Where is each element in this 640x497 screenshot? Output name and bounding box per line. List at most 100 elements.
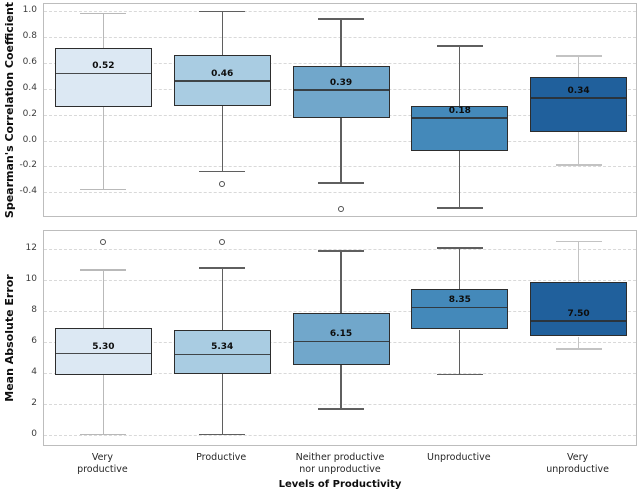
whisker-cap (436, 206, 483, 209)
whisker-line (102, 270, 105, 328)
whisker-line (340, 250, 342, 313)
gridline (44, 11, 636, 13)
whisker-cap (436, 246, 483, 249)
y-tick-label: 8 (31, 305, 37, 315)
mean-value-label: 0.18 (448, 105, 471, 116)
gridline (44, 311, 636, 312)
box (530, 281, 628, 337)
y-tick-label: 0.8 (22, 31, 37, 42)
mean-value-label: 0.39 (329, 78, 353, 89)
whisker-cap (318, 182, 364, 184)
whisker-line (340, 117, 342, 184)
box (54, 327, 152, 375)
median-line (54, 72, 152, 75)
y-tick-label: 0.0 (22, 134, 37, 145)
whisker-line (459, 247, 461, 289)
mean-value-label: 0.52 (92, 61, 115, 72)
gridline (44, 192, 636, 194)
outlier-point (338, 206, 344, 212)
y-tick-label: 0.6 (22, 57, 37, 67)
box (411, 105, 509, 151)
median-line (530, 97, 628, 99)
whisker-cap (199, 10, 246, 13)
whisker-line (459, 150, 461, 208)
gridline (44, 434, 636, 436)
x-tick-label: Very productive (77, 452, 128, 475)
y-tick-label: 2 (31, 397, 37, 408)
mean-value-label: 0.34 (567, 85, 590, 96)
median-line (173, 353, 271, 355)
y-tick-label: 12 (25, 243, 37, 254)
whisker-line (577, 55, 580, 78)
whisker-line (577, 241, 580, 282)
median-line (54, 352, 152, 355)
x-tick-label: Unproductive (426, 452, 491, 463)
whisker-line (221, 267, 223, 330)
box (173, 329, 271, 375)
spearman-correlation-boxplot: 0.52 0.46 0.39 0.18 0.34 (43, 3, 637, 217)
whisker-cap (318, 18, 364, 20)
whisker-cap (436, 45, 483, 48)
y-tick-label: -0.4 (19, 186, 37, 197)
median-line (530, 320, 628, 322)
whisker-line (221, 374, 223, 435)
whisker-line (340, 19, 342, 67)
y-tick-label: 0 (31, 428, 37, 439)
outlier-point (219, 238, 226, 245)
gridline (44, 37, 636, 39)
whisker-line (577, 336, 580, 349)
whisker-cap (555, 164, 602, 166)
median-line (173, 80, 271, 82)
mean-value-label: 8.35 (448, 295, 471, 306)
whisker-line (577, 132, 580, 165)
y-tick-label: 4 (31, 366, 37, 377)
mean-absolute-error-boxplot: 5.30 5.34 6.15 8.35 7.50 (43, 230, 637, 446)
box (292, 312, 390, 366)
whisker-line (459, 46, 461, 106)
mean-value-label: 6.15 (329, 329, 353, 340)
median-line (292, 340, 390, 342)
mean-value-label: 0.46 (211, 69, 234, 80)
outlier-point (100, 238, 107, 245)
gridline (44, 280, 636, 282)
x-tick-label: Productive (196, 452, 247, 463)
whisker-line (102, 13, 105, 49)
x-tick-label: Neither productive nor unproductive (295, 452, 385, 475)
y-tick-label: 6 (31, 335, 37, 346)
whisker-cap (318, 408, 364, 410)
gridline (44, 249, 636, 251)
x-tick-label: Very unproductive (546, 452, 609, 475)
whisker-cap (80, 269, 127, 271)
whisker-cap (80, 433, 127, 436)
whisker-line (221, 105, 223, 172)
whisker-line (102, 374, 105, 435)
median-line (292, 89, 390, 91)
box (530, 77, 628, 133)
mean-value-label: 5.34 (211, 342, 234, 353)
y-tick-label: 0.4 (22, 82, 37, 93)
median-line (411, 117, 509, 119)
median-line (411, 306, 509, 308)
whisker-line (221, 11, 223, 56)
whisker-line (340, 365, 342, 410)
y-tick-label: 1.0 (22, 5, 37, 16)
whisker-cap (199, 267, 246, 269)
box (54, 48, 152, 107)
box (411, 288, 509, 330)
whisker-line (459, 329, 461, 375)
whisker-cap (199, 433, 246, 436)
gridline (44, 403, 636, 405)
whisker-line (102, 106, 105, 190)
box (292, 66, 390, 118)
whisker-cap (199, 170, 246, 173)
outlier-point (219, 181, 226, 188)
y-tick-label: 0.2 (22, 108, 37, 119)
whisker-cap (80, 12, 127, 15)
whisker-cap (318, 250, 364, 252)
whisker-cap (555, 55, 602, 57)
whisker-cap (436, 373, 483, 376)
gridline (44, 166, 636, 168)
y-tick-label: -0.2 (19, 160, 37, 171)
gridline (44, 372, 636, 374)
